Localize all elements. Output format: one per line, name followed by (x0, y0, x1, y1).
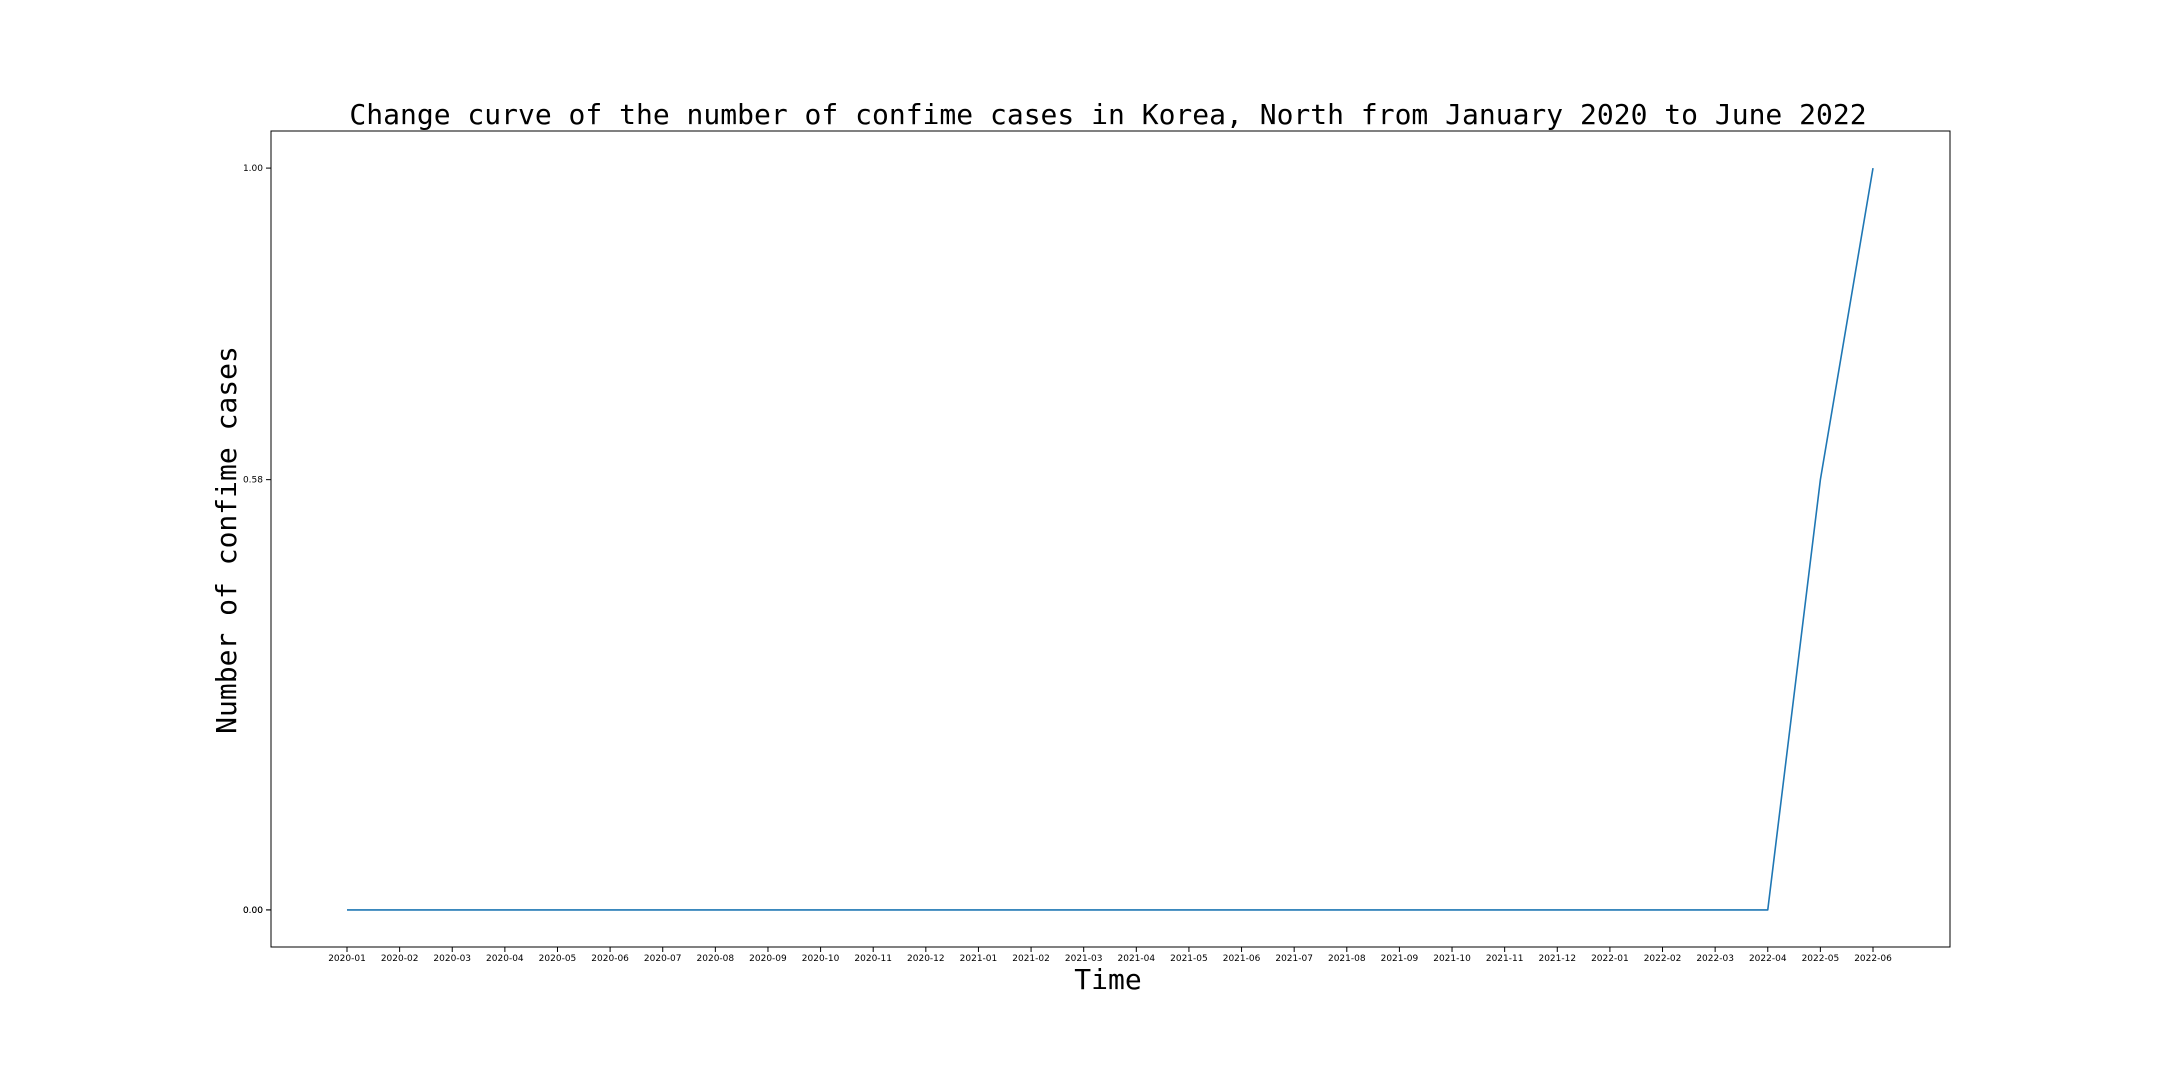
x-tick-label: 2022-06 (1854, 954, 1892, 964)
x-tick-label: 2021-12 (1538, 954, 1576, 964)
x-tick-label: 2020-03 (433, 954, 471, 964)
x-axis-label: Time (1074, 963, 1141, 996)
y-tick-label: 0.00 (243, 906, 263, 916)
y-tick-label: 0.00 (243, 906, 263, 916)
y-axis-ticks: 0.000.000.581.00 (243, 164, 271, 916)
x-tick-label: 2020-02 (381, 954, 419, 964)
x-tick-label: 2021-06 (1223, 954, 1261, 964)
x-tick-label: 2021-05 (1170, 954, 1208, 964)
x-tick-label: 2020-05 (539, 954, 577, 964)
plot-area-frame (270, 130, 1951, 948)
x-tick-label: 2022-01 (1591, 954, 1629, 964)
x-tick-label: 2022-04 (1749, 954, 1787, 964)
x-tick-label: 2020-11 (854, 954, 892, 964)
x-tick-label: 2021-11 (1486, 954, 1524, 964)
x-tick-label: 2021-03 (1065, 954, 1103, 964)
x-tick-label: 2021-09 (1381, 954, 1419, 964)
series-group (347, 167, 1874, 911)
y-axis-label: Number of confime cases (210, 346, 243, 734)
x-tick-label: 2020-06 (591, 954, 629, 964)
x-tick-label: 2021-08 (1328, 954, 1366, 964)
x-tick-label: 2021-04 (1118, 954, 1156, 964)
x-tick-label: 2022-02 (1644, 954, 1682, 964)
x-tick-label: 2021-10 (1433, 954, 1471, 964)
x-tick-label: 2020-07 (644, 954, 682, 964)
x-tick-label: 2020-01 (328, 954, 366, 964)
x-tick-label: 2021-01 (960, 954, 998, 964)
x-tick-label: 2020-08 (697, 954, 735, 964)
x-tick-label: 2022-05 (1802, 954, 1840, 964)
y-tick-label: 0.58 (243, 476, 263, 486)
x-tick-label: 2021-02 (1012, 954, 1050, 964)
x-tick-label: 2020-10 (802, 954, 840, 964)
x-tick-label: 2020-09 (749, 954, 787, 964)
chart-title: Change curve of the number of confime ca… (349, 98, 1866, 131)
x-tick-label: 2021-07 (1275, 954, 1313, 964)
x-tick-label: 2020-04 (486, 954, 524, 964)
x-tick-label: 2020-12 (907, 954, 945, 964)
x-axis-ticks: 2020-01 2020-02 2020-03 2020-04 2020-05 2020-… (328, 947, 1892, 964)
series-line-0 (347, 167, 1874, 911)
y-tick-label: 1.00 (243, 164, 263, 174)
x-tick-label: 2022-03 (1696, 954, 1734, 964)
